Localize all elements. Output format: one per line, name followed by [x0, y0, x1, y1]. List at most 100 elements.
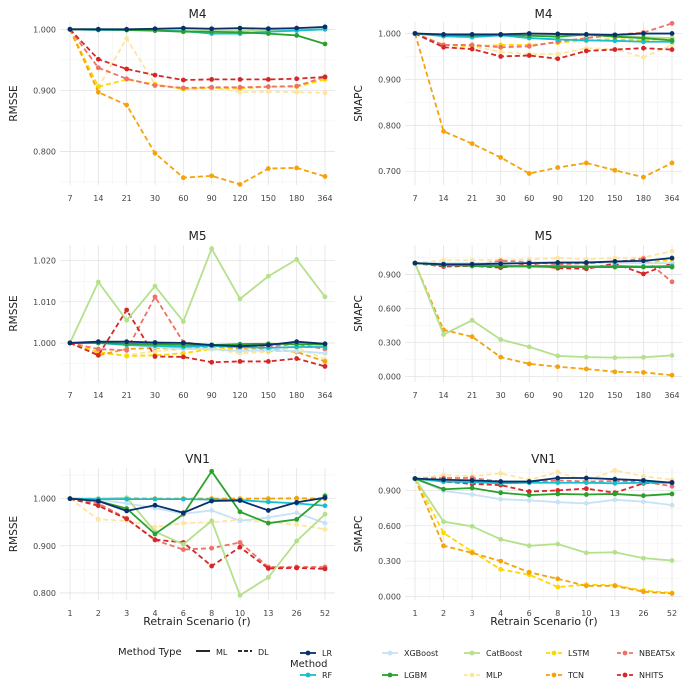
x-tick-label: 1 — [67, 609, 72, 618]
data-point — [95, 279, 101, 285]
data-point — [669, 279, 675, 285]
data-point — [124, 339, 130, 345]
data-point — [526, 344, 532, 350]
data-point — [612, 259, 618, 264]
data-point — [555, 56, 561, 62]
data-point — [265, 496, 271, 502]
data-point — [498, 31, 504, 37]
x-tick-label: 120 — [232, 391, 247, 400]
data-point — [612, 480, 618, 486]
data-point — [669, 480, 675, 486]
data-point — [555, 353, 561, 359]
data-point — [669, 31, 675, 36]
data-point — [180, 340, 186, 346]
data-point — [265, 26, 271, 32]
data-point — [322, 350, 328, 356]
data-point — [612, 47, 618, 52]
data-point — [67, 340, 73, 346]
legend: Method Type Method ML DL LR XGBoost CatBoos… — [118, 647, 675, 680]
data-point — [641, 354, 646, 360]
data-point — [152, 348, 158, 354]
data-point — [612, 467, 618, 473]
data-point — [669, 20, 675, 26]
x-tick-label: 14 — [93, 194, 103, 203]
data-point — [555, 364, 561, 370]
data-point — [669, 264, 675, 270]
data-point — [555, 475, 561, 481]
data-point — [469, 477, 475, 483]
x-tick-label: 30 — [496, 391, 506, 400]
x-tick-label: 180 — [636, 194, 651, 203]
legend-marker — [387, 650, 393, 656]
x-tick-label: 8 — [209, 609, 214, 618]
data-point — [441, 31, 446, 37]
data-point — [265, 273, 271, 279]
data-point — [152, 283, 158, 289]
data-point — [583, 583, 589, 589]
x-tick-label: 13 — [263, 609, 273, 618]
x-tick-label: 21 — [467, 194, 477, 203]
data-point — [95, 503, 101, 509]
data-point — [294, 348, 300, 354]
data-point — [469, 550, 475, 556]
panel-vn1-smapc: VN1 SMAPC 0.000 0.300 0.600 0.900 1 2 3 4 6 8 10 13 26… — [353, 452, 682, 618]
x-tick-label: 7 — [67, 194, 72, 203]
data-point — [322, 520, 328, 526]
legend-label-lr: LR — [322, 649, 332, 658]
data-point — [583, 260, 589, 265]
data-point — [498, 54, 504, 59]
data-point — [67, 496, 73, 502]
data-point — [265, 84, 271, 90]
data-point — [641, 499, 646, 504]
series-line — [414, 262, 672, 268]
data-point — [265, 515, 271, 520]
series-tcn — [412, 31, 675, 180]
x-axis-label-right: Retrain Scenario (r) — [490, 615, 597, 628]
data-point — [294, 165, 300, 171]
data-point — [209, 508, 215, 513]
series-line — [414, 477, 672, 485]
data-point — [294, 495, 300, 501]
data-point — [469, 334, 475, 340]
data-point — [152, 502, 158, 508]
data-point — [583, 48, 589, 54]
data-point — [641, 31, 646, 36]
data-point — [322, 566, 328, 572]
data-point — [209, 173, 215, 179]
y-tick-label: 1.000 — [33, 25, 56, 34]
data-point — [641, 477, 646, 483]
data-point — [124, 66, 130, 72]
series-line — [70, 25, 326, 31]
data-point — [237, 359, 243, 364]
data-point — [124, 26, 130, 32]
data-point — [180, 77, 186, 83]
y-tick-label: 0.900 — [378, 75, 401, 84]
data-point — [669, 255, 675, 261]
data-point — [498, 479, 504, 484]
data-point — [294, 538, 300, 544]
data-point — [412, 476, 418, 482]
data-point — [95, 89, 101, 95]
data-point — [152, 26, 158, 32]
data-point — [469, 141, 475, 147]
series-line — [69, 496, 326, 514]
series-line — [69, 28, 326, 89]
data-point — [498, 558, 504, 564]
data-point — [555, 576, 561, 582]
data-point — [555, 584, 561, 590]
data-point — [498, 496, 504, 502]
data-point — [526, 43, 532, 49]
data-point — [612, 583, 618, 589]
data-point — [124, 307, 130, 313]
data-point — [526, 361, 532, 367]
legend-marker — [551, 650, 557, 656]
data-point — [152, 150, 158, 156]
data-point — [237, 498, 243, 503]
data-point — [180, 510, 186, 516]
panel-title: M4 — [189, 7, 207, 21]
data-point — [322, 174, 328, 179]
data-point — [152, 524, 158, 530]
data-point — [669, 37, 675, 43]
legend-marker — [551, 672, 557, 678]
x-tick-label: 150 — [261, 194, 276, 203]
